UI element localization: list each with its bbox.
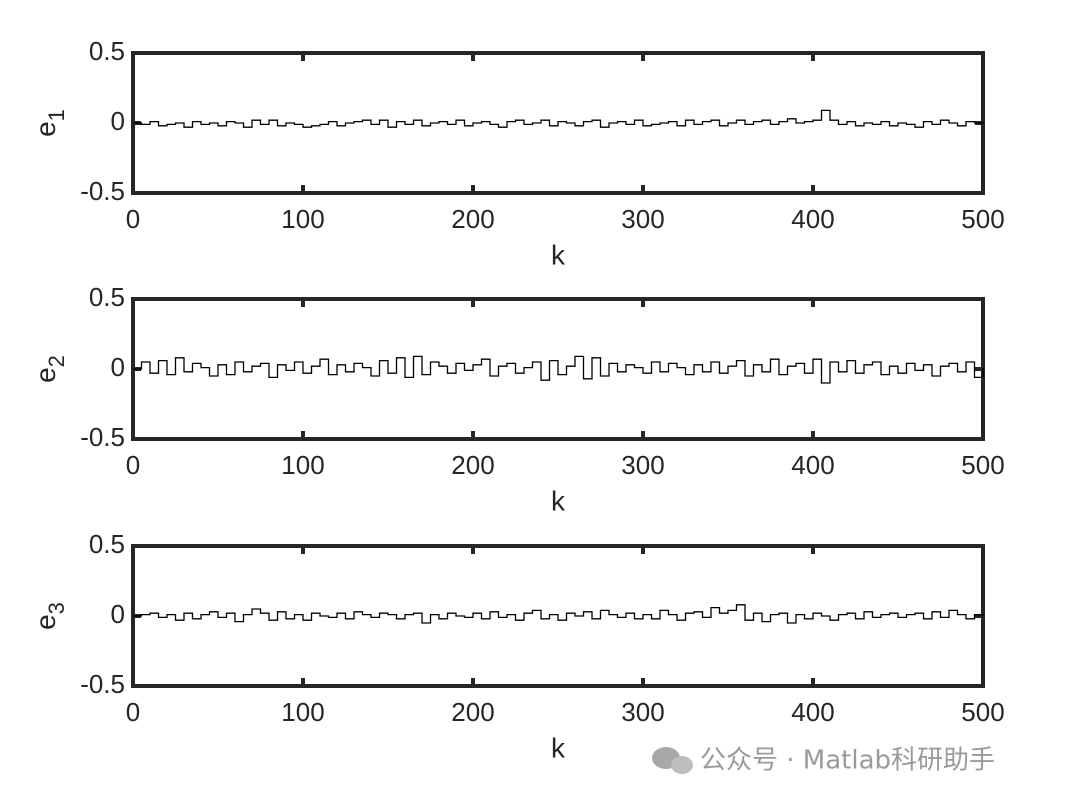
y-tick-label: 0 [111, 352, 125, 382]
data-line [133, 109, 984, 128]
x-tick-label: 100 [281, 697, 324, 727]
x-tick-label: 100 [281, 204, 324, 234]
x-tick-label: 300 [621, 450, 664, 480]
y-tick-label: 0.5 [89, 529, 125, 559]
x-tick-label: 0 [126, 697, 140, 727]
y-axis-label: e1 [30, 109, 68, 137]
x-tick-label: 200 [451, 697, 494, 727]
x-axis-label: k [551, 239, 566, 270]
x-tick-label: 100 [281, 450, 324, 480]
x-tick-label: 0 [126, 204, 140, 234]
x-tick-label: 200 [451, 450, 494, 480]
data-line [133, 604, 984, 624]
x-tick-label: 300 [621, 204, 664, 234]
y-tick-label: -0.5 [80, 422, 125, 452]
x-tick-label: 300 [621, 697, 664, 727]
y-tick-label: 0 [111, 599, 125, 629]
x-tick-label: 400 [791, 697, 834, 727]
x-tick-label: 500 [961, 204, 1004, 234]
x-axis-label: k [551, 732, 566, 763]
x-axis-label: k [551, 485, 566, 516]
y-axis-label-subscript: 3 [44, 602, 69, 614]
y-axis-label-subscript: 1 [44, 109, 69, 121]
x-tick-label: 500 [961, 450, 1004, 480]
y-tick-label: 0.5 [89, 282, 125, 312]
watermark-icon [652, 747, 693, 774]
x-tick-label: 400 [791, 450, 834, 480]
y-axis-label: e2 [30, 355, 68, 383]
y-axis-label-subscript: 2 [44, 355, 69, 367]
y-axis-label-base: e [30, 614, 61, 630]
y-axis-label-base: e [30, 367, 61, 383]
y-axis-label-base: e [30, 121, 61, 137]
y-tick-label: -0.5 [80, 176, 125, 206]
x-tick-label: 200 [451, 204, 494, 234]
x-tick-label: 500 [961, 697, 1004, 727]
x-tick-label: 0 [126, 450, 140, 480]
x-tick-label: 400 [791, 204, 834, 234]
data-line [133, 355, 984, 384]
y-tick-label: -0.5 [80, 669, 125, 699]
y-axis-label: e3 [30, 602, 68, 630]
y-tick-label: 0.5 [89, 36, 125, 66]
y-tick-label: 0 [111, 106, 125, 136]
watermark: 公众号 · Matlab科研助手 [700, 746, 995, 776]
